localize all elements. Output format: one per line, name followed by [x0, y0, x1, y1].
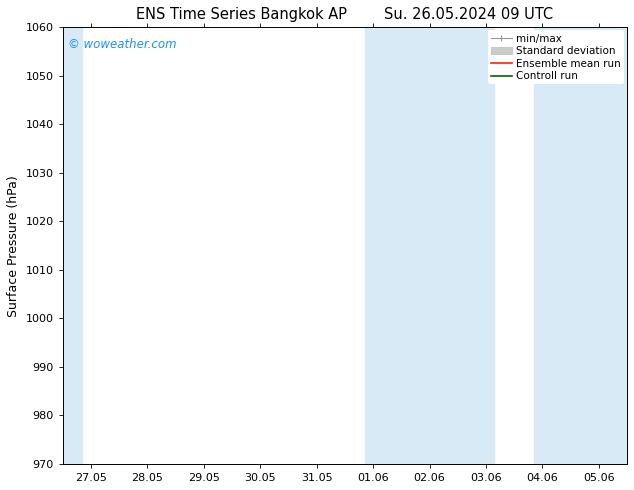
Y-axis label: Surface Pressure (hPa): Surface Pressure (hPa)	[7, 175, 20, 317]
Legend: min/max, Standard deviation, Ensemble mean run, Controll run: min/max, Standard deviation, Ensemble me…	[488, 30, 624, 84]
Bar	[63, 27, 82, 464]
Bar	[365, 27, 495, 464]
Title: ENS Time Series Bangkok AP        Su. 26.05.2024 09 UTC: ENS Time Series Bangkok AP Su. 26.05.202…	[136, 7, 553, 22]
Text: © woweather.com: © woweather.com	[68, 38, 177, 51]
Bar	[534, 27, 627, 464]
